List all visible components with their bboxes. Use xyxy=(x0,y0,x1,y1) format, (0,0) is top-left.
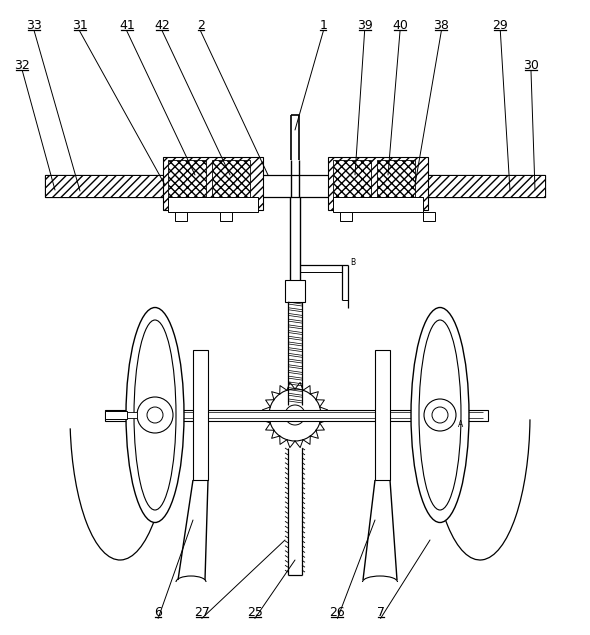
Text: 26: 26 xyxy=(330,606,345,619)
Text: 1: 1 xyxy=(319,19,327,32)
Bar xyxy=(415,175,545,197)
Text: 30: 30 xyxy=(523,59,539,72)
Bar xyxy=(45,175,545,197)
Text: 6: 6 xyxy=(154,606,162,619)
Text: A: A xyxy=(458,420,463,429)
Bar xyxy=(168,197,258,212)
Bar xyxy=(375,350,390,480)
Text: 2: 2 xyxy=(196,19,205,32)
Bar xyxy=(45,175,175,197)
Bar xyxy=(340,212,352,221)
Text: 27: 27 xyxy=(194,606,209,619)
Text: 42: 42 xyxy=(155,19,170,32)
Bar xyxy=(105,410,488,421)
Circle shape xyxy=(424,399,456,431)
Bar xyxy=(328,157,428,210)
Bar xyxy=(285,280,305,302)
Text: 38: 38 xyxy=(434,19,449,32)
Bar xyxy=(127,412,137,418)
Text: 33: 33 xyxy=(27,19,42,32)
Bar xyxy=(163,157,263,210)
Circle shape xyxy=(432,407,448,423)
Bar xyxy=(175,212,187,221)
Ellipse shape xyxy=(411,307,469,523)
Ellipse shape xyxy=(419,320,461,510)
Circle shape xyxy=(137,397,173,433)
Bar xyxy=(333,197,423,212)
Circle shape xyxy=(147,407,163,423)
Text: 29: 29 xyxy=(493,19,508,32)
Bar xyxy=(377,160,415,207)
Text: 39: 39 xyxy=(357,19,372,32)
Ellipse shape xyxy=(134,320,176,510)
Bar xyxy=(423,212,435,221)
Bar xyxy=(168,160,206,207)
Text: 40: 40 xyxy=(392,19,408,32)
Text: 41: 41 xyxy=(119,19,135,32)
Text: 32: 32 xyxy=(15,59,30,72)
Bar xyxy=(220,212,232,221)
Bar xyxy=(333,160,371,207)
Bar xyxy=(212,160,250,207)
Text: 31: 31 xyxy=(72,19,87,32)
Text: 7: 7 xyxy=(376,606,385,619)
Ellipse shape xyxy=(126,307,184,523)
Circle shape xyxy=(285,405,305,425)
Text: 25: 25 xyxy=(247,606,263,619)
Text: B: B xyxy=(350,258,355,267)
Bar xyxy=(193,350,208,480)
Bar xyxy=(105,411,127,419)
